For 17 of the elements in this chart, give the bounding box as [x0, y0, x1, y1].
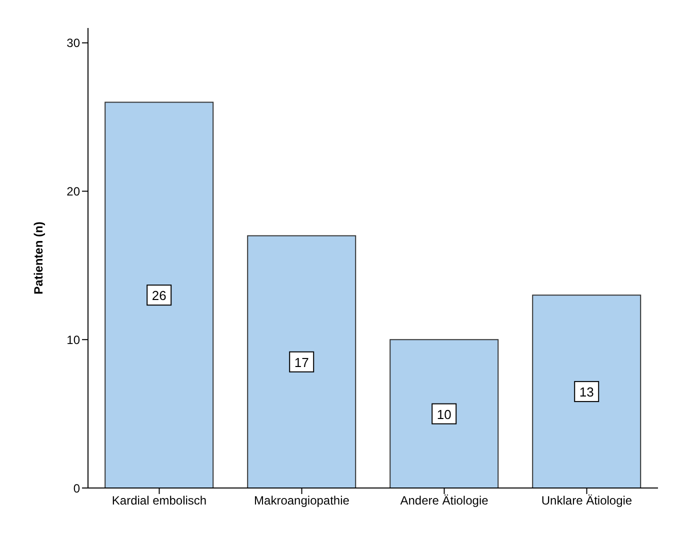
data-label: 26	[152, 288, 166, 304]
y-tick-label: 10	[66, 332, 80, 347]
y-tick-label: 20	[66, 184, 80, 198]
bar	[247, 235, 356, 488]
data-label: 13	[579, 384, 594, 400]
data-label: 10	[436, 406, 452, 422]
bar	[532, 294, 642, 488]
x-tick-label: Unklare Ätiologie	[541, 494, 632, 508]
bar	[104, 102, 214, 488]
y-tick-label: 0	[73, 481, 80, 496]
data-label: 17	[294, 354, 309, 370]
x-tick-label: Kardial embolisch	[112, 494, 207, 508]
x-tick-label: Makroangiopathie	[254, 494, 350, 508]
y-axis-title: Patienten (n)	[31, 222, 46, 294]
x-tick-label: Andere Ätiologie	[400, 494, 489, 508]
y-tick-label: 30	[66, 36, 80, 50]
bar	[390, 339, 499, 488]
